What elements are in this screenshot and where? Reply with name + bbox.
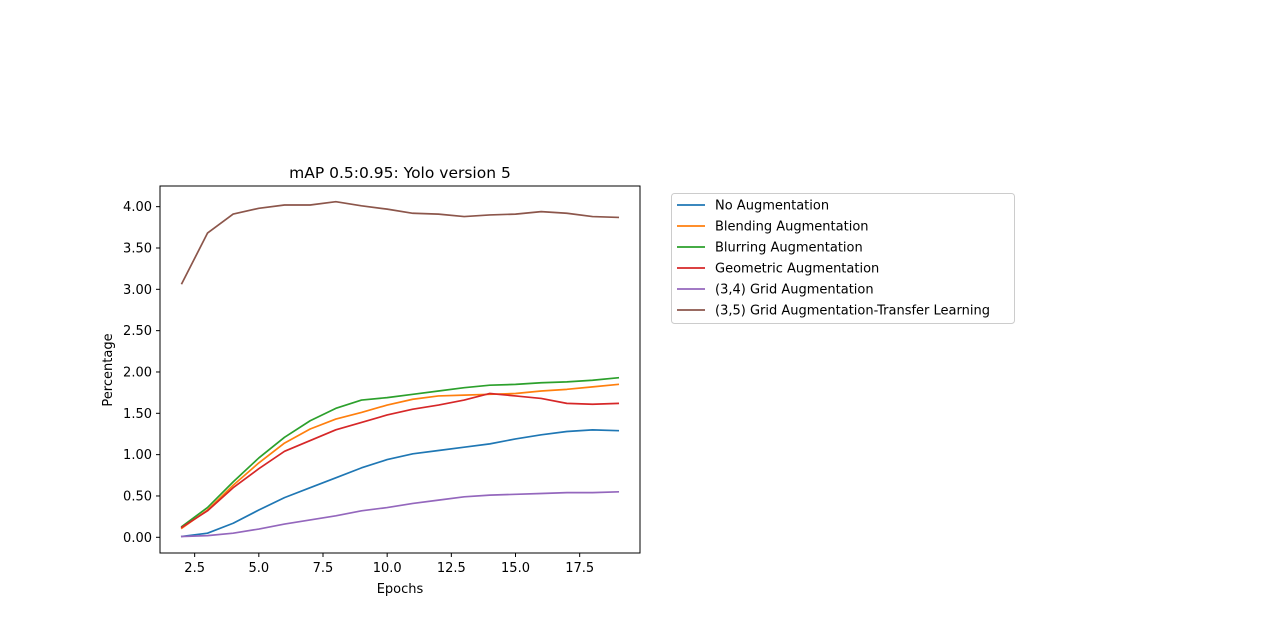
y-tick-label: 1.50 — [123, 407, 152, 422]
x-tick-label: 2.5 — [184, 561, 205, 576]
y-tick-label: 3.00 — [123, 283, 152, 298]
legend-label-1: No Augmentation — [715, 199, 829, 214]
series-line-3 — [180, 376, 620, 528]
series-line-5 — [180, 490, 620, 538]
y-tick-label: 0.00 — [123, 531, 152, 546]
series-line-4 — [180, 392, 620, 529]
x-tick-label: 15.0 — [501, 561, 530, 576]
series-line-2 — [180, 383, 620, 530]
y-tick-label: 1.00 — [123, 448, 152, 463]
y-tick-label: 4.00 — [123, 200, 152, 215]
legend-frame — [671, 193, 1015, 324]
legend-label-3: Blurring Augmentation — [715, 241, 863, 256]
y-axis-label: Percentage — [101, 333, 116, 406]
y-tick-label: 0.50 — [123, 489, 152, 504]
series-line-1 — [180, 428, 620, 538]
y-tick-label: 2.50 — [123, 324, 152, 339]
legend-label-4: Geometric Augmentation — [715, 262, 879, 277]
legend-label-2: Blending Augmentation — [715, 220, 869, 235]
y-axis: 0.00 0.50 1.00 1.50 2.00 2.50 3.00 3.50 4.00 — [123, 200, 160, 546]
legend-label-5: (3,4) Grid Augmentation — [715, 283, 874, 298]
x-axis: 2.5 5.0 7.5 10.0 12.5 15.0 17.5 — [184, 553, 594, 576]
series-line-6 — [180, 200, 620, 285]
x-tick-label: 17.5 — [565, 561, 594, 576]
x-axis-label: Epochs — [377, 582, 424, 597]
x-tick-label: 5.0 — [248, 561, 269, 576]
legend: No Augmentation Blending Augmentation Blur… — [671, 193, 1015, 324]
plot-lines — [180, 200, 620, 538]
x-tick-label: 10.0 — [373, 561, 402, 576]
plot-frame — [159, 185, 641, 554]
legend-label-6: (3,5) Grid Augmentation-Transfer Learnin… — [715, 304, 990, 319]
x-tick-label: 12.5 — [437, 561, 466, 576]
chart-title: mAP 0.5:0.95: Yolo version 5 — [289, 164, 511, 182]
y-tick-label: 2.00 — [123, 365, 152, 380]
y-tick-label: 3.50 — [123, 241, 152, 256]
x-tick-label: 7.5 — [313, 561, 334, 576]
